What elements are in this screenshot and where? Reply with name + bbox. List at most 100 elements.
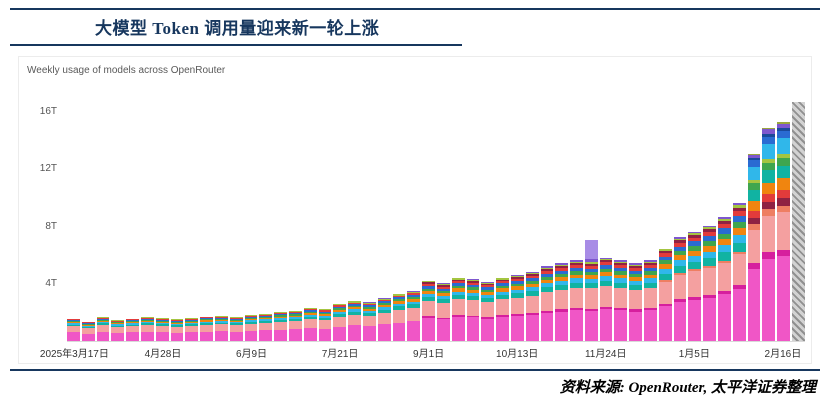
bar-segment bbox=[777, 130, 791, 139]
bar-segment bbox=[703, 227, 717, 230]
bar-segment bbox=[318, 310, 332, 312]
bar-segment bbox=[244, 322, 258, 325]
bar-segment bbox=[644, 271, 657, 275]
bar-segment bbox=[96, 317, 110, 319]
bar-segment bbox=[288, 312, 302, 315]
bar-segment bbox=[614, 271, 628, 275]
bar-segment bbox=[570, 271, 583, 275]
bar-segment bbox=[333, 311, 347, 314]
bar-segment bbox=[496, 299, 509, 316]
bar bbox=[96, 317, 110, 341]
bar-segment bbox=[140, 322, 154, 324]
bar bbox=[81, 321, 95, 341]
bar-segment bbox=[747, 158, 761, 161]
bar-segment bbox=[718, 252, 731, 261]
bar-segment bbox=[126, 318, 139, 320]
bar-segment bbox=[688, 231, 702, 233]
bar bbox=[703, 225, 717, 341]
bar-segment bbox=[436, 283, 450, 285]
bar-segment bbox=[688, 245, 702, 251]
bar-segment bbox=[481, 282, 495, 284]
bar-segment bbox=[747, 179, 761, 184]
bar-segment bbox=[422, 301, 435, 317]
bar-segment bbox=[436, 293, 450, 297]
bar-segment bbox=[451, 278, 465, 280]
bar-segment bbox=[96, 319, 110, 321]
bar-segment bbox=[140, 323, 154, 326]
bar-segment bbox=[732, 285, 746, 290]
bar-segment bbox=[496, 316, 509, 341]
bar-segment bbox=[155, 332, 169, 341]
bar-segment bbox=[67, 332, 80, 341]
bar-segment bbox=[673, 274, 687, 300]
bar-segment bbox=[614, 278, 628, 283]
bar-segment bbox=[96, 325, 110, 332]
bar-segment bbox=[481, 318, 495, 341]
x-tick-label: 2025年3月17日 bbox=[39, 349, 109, 360]
bar-segment bbox=[214, 317, 228, 319]
bar-segment bbox=[155, 322, 169, 325]
bar-segment bbox=[688, 262, 702, 270]
bar-segment bbox=[629, 290, 643, 310]
bar-segment bbox=[362, 326, 376, 341]
bar-segment bbox=[451, 315, 465, 317]
bar-segment bbox=[259, 330, 273, 341]
bar-segment bbox=[703, 294, 717, 298]
bar bbox=[510, 274, 524, 341]
bar-segment bbox=[703, 229, 717, 233]
bar bbox=[629, 263, 643, 341]
bar-segment bbox=[96, 323, 110, 326]
bar-segment bbox=[629, 284, 643, 291]
bar-segment bbox=[422, 316, 435, 318]
bar-segment bbox=[525, 291, 539, 296]
bar-segment bbox=[703, 225, 717, 228]
bar-segment bbox=[81, 328, 95, 334]
bar-segment bbox=[392, 322, 406, 341]
bar-segment bbox=[496, 288, 509, 292]
bar bbox=[658, 248, 672, 341]
bar-segment bbox=[540, 276, 554, 280]
bar-segment bbox=[718, 228, 731, 234]
bar-segment bbox=[629, 311, 643, 341]
bar-segment bbox=[200, 317, 213, 319]
bar-segment bbox=[214, 324, 228, 332]
bar-segment bbox=[451, 277, 465, 279]
bar-segment bbox=[67, 326, 80, 333]
bar-segment bbox=[377, 299, 391, 302]
bar-segment bbox=[288, 315, 302, 318]
bar-segment bbox=[510, 274, 524, 276]
bar-segment bbox=[570, 310, 583, 341]
bar-segment bbox=[555, 273, 569, 278]
bar-segment bbox=[81, 323, 95, 325]
bar-segment bbox=[436, 317, 450, 320]
bar-segment bbox=[688, 234, 702, 238]
bar-segment bbox=[510, 281, 524, 284]
bar-segment bbox=[303, 328, 317, 341]
bar-segment bbox=[629, 266, 643, 269]
bar-segment bbox=[555, 268, 569, 271]
bar-segment bbox=[629, 277, 643, 281]
bar bbox=[644, 260, 657, 341]
x-tick-label: 2月16日 bbox=[764, 349, 802, 360]
bar-segment bbox=[274, 329, 287, 341]
bar bbox=[259, 313, 273, 341]
bar-segment bbox=[614, 261, 628, 264]
bar-segment bbox=[658, 306, 672, 341]
bar-segment bbox=[673, 240, 687, 244]
bar-segment bbox=[436, 303, 450, 318]
bar-segment bbox=[451, 288, 465, 292]
bar-segment bbox=[288, 310, 302, 312]
bar-segment bbox=[392, 306, 406, 310]
bar-segment bbox=[762, 170, 776, 183]
bar-segment bbox=[718, 224, 731, 229]
bar-segment bbox=[599, 276, 613, 281]
bar-segment bbox=[288, 318, 302, 322]
bar-segment bbox=[303, 310, 317, 312]
page-title: 大模型 Token 调用量迎来新一轮上涨 bbox=[95, 19, 380, 38]
bar-segment bbox=[451, 279, 465, 282]
bar-segment bbox=[466, 317, 480, 341]
bar-segment bbox=[481, 285, 495, 288]
bar bbox=[436, 283, 450, 341]
bar-segment bbox=[481, 316, 495, 319]
bar-segment bbox=[348, 309, 361, 312]
